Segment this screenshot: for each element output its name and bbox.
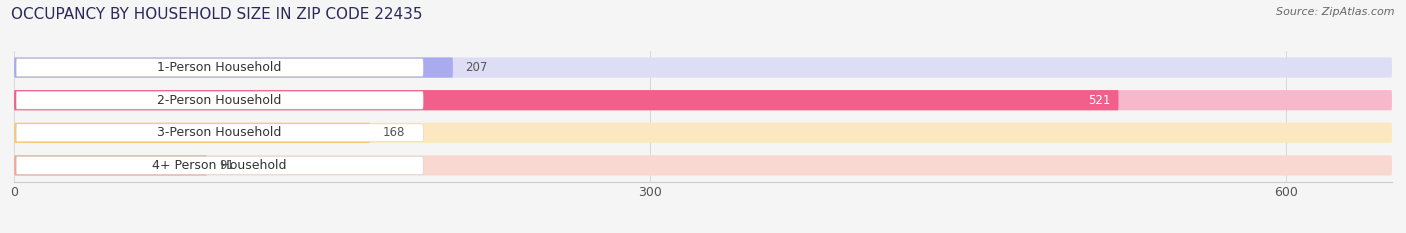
Text: 168: 168 [382,126,405,139]
FancyBboxPatch shape [14,123,370,143]
FancyBboxPatch shape [14,90,1119,110]
FancyBboxPatch shape [17,91,423,109]
FancyBboxPatch shape [14,90,1392,110]
Text: Source: ZipAtlas.com: Source: ZipAtlas.com [1277,7,1395,17]
FancyBboxPatch shape [17,59,423,76]
FancyBboxPatch shape [14,58,1392,78]
Text: OCCUPANCY BY HOUSEHOLD SIZE IN ZIP CODE 22435: OCCUPANCY BY HOUSEHOLD SIZE IN ZIP CODE … [11,7,423,22]
FancyBboxPatch shape [17,157,423,174]
Text: 2-Person Household: 2-Person Household [157,94,281,107]
Text: 1-Person Household: 1-Person Household [157,61,281,74]
Text: 4+ Person Household: 4+ Person Household [152,159,287,172]
FancyBboxPatch shape [14,123,1392,143]
FancyBboxPatch shape [14,58,453,78]
Text: 207: 207 [465,61,488,74]
Text: 3-Person Household: 3-Person Household [157,126,281,139]
Text: 521: 521 [1088,94,1109,107]
FancyBboxPatch shape [17,124,423,142]
FancyBboxPatch shape [14,155,1392,175]
Text: 91: 91 [219,159,235,172]
FancyBboxPatch shape [14,155,207,175]
